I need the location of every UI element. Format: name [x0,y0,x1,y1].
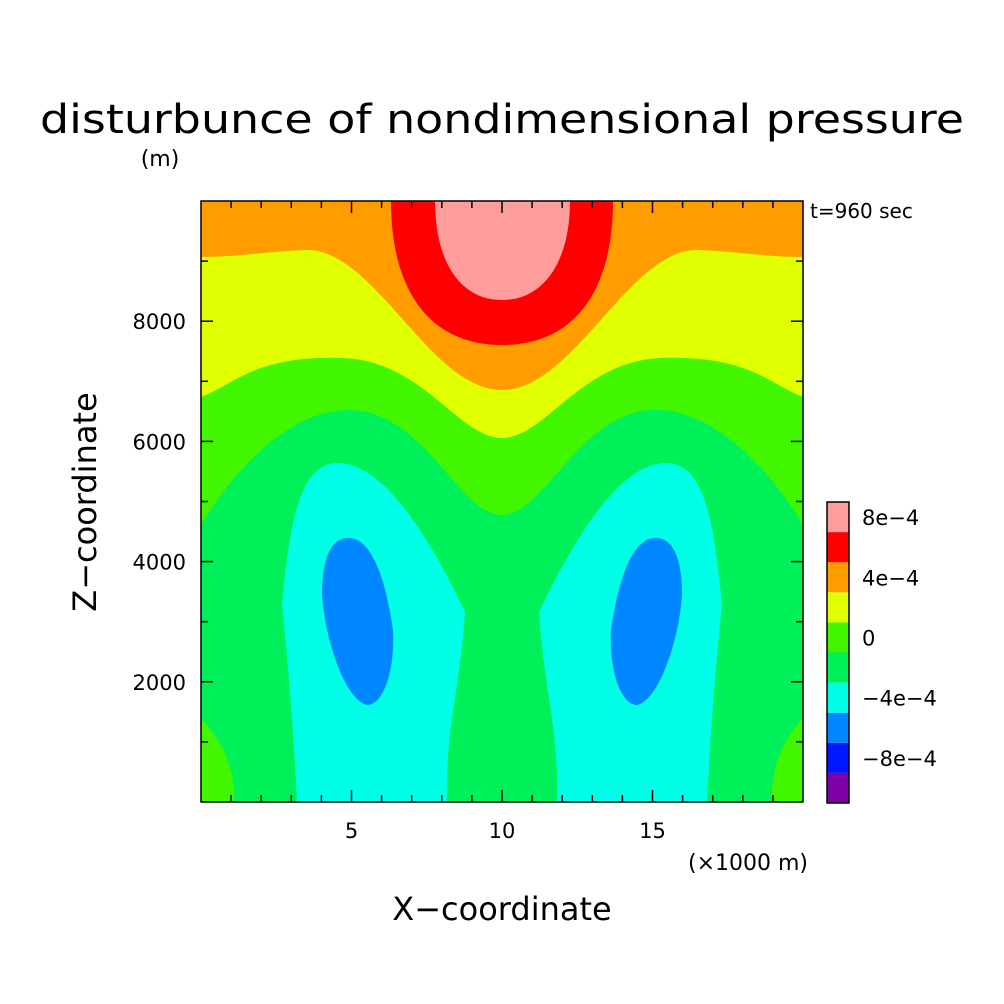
x-unit-note: (×1000 m) [688,851,808,876]
colorbar-tick-label: 0 [862,626,875,650]
colorbar-tick-label: 4e−4 [862,566,919,590]
colorbar-tick-label: 8e−4 [862,506,919,530]
time-label: t=960 sec [810,199,913,223]
y-axis-label: Z−coordinate [66,392,104,611]
colorbar-swatch [827,682,849,713]
y-tick-label: 6000 [133,430,186,454]
plot-area: 5 10 15 2000 4000 6000 8000 [133,200,804,843]
band-minus-4e-4-to-minus-2e-4-left [322,537,394,705]
band-above-1e-3 [435,201,570,300]
y-tick-labels: 2000 4000 6000 8000 [133,310,186,695]
colorbar-swatch [827,592,849,623]
colorbar-swatch [827,742,849,773]
colorbar-swatch [827,622,849,653]
x-tick-label: 15 [639,819,666,843]
axis-ticks [201,201,803,802]
x-tick-label: 10 [489,819,516,843]
colorbar-swatch [827,652,849,683]
y-tick-label: 4000 [133,551,186,575]
colorbar [826,501,850,804]
colorbar-swatch [827,772,849,803]
colorbar-labels: −8e−4 −4e−4 0 4e−4 8e−4 [862,506,937,771]
band-corner-right [771,718,803,802]
colorbar-frame [826,501,850,804]
colorbar-swatch [827,502,849,533]
units-note: (m) [141,147,180,172]
x-tick-labels: 5 10 15 [345,819,666,843]
band-corner-left [201,718,235,802]
y-tick-label: 2000 [133,671,186,695]
y-tick-label: 8000 [133,310,186,334]
band-minus-4e-4-to-minus-2e-4-right [610,537,682,705]
colorbar-tick-label: −4e−4 [862,687,937,711]
colorbar-swatch [827,562,849,593]
colorbar-swatch [827,712,849,743]
chart-title: disturbunce of nondimensional pressure [40,97,964,143]
x-axis-label: X−coordinate [392,890,611,928]
x-tick-label: 5 [345,819,358,843]
colorbar-swatch [827,532,849,563]
colorbar-tick-label: −8e−4 [862,747,937,771]
